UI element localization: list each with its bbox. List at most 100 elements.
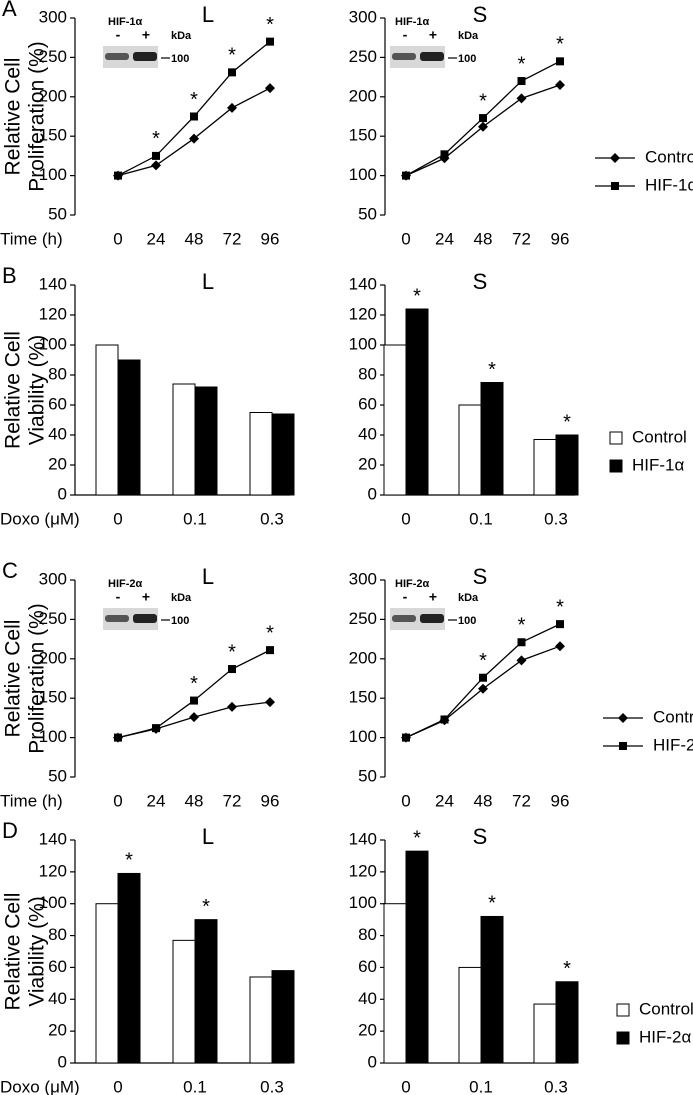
significance-label: * <box>563 958 571 980</box>
blot-marker: 100 <box>458 53 476 65</box>
significance-label: * <box>563 411 571 433</box>
point-marker <box>478 683 488 694</box>
point-marker <box>479 114 487 123</box>
significance-label: * <box>556 34 564 56</box>
point-marker <box>516 655 527 666</box>
y-axis-label: Proliferation (%) <box>26 41 49 192</box>
y-tick-label: 200 <box>349 86 377 105</box>
y-tick-label: 80 <box>358 364 377 383</box>
significance-label: * <box>488 893 496 915</box>
x-tick-label: 0 <box>401 229 410 248</box>
point-marker <box>478 121 488 132</box>
blot-band <box>392 615 416 622</box>
y-tick-label: 140 <box>39 829 67 848</box>
x-tick-label: 0.1 <box>469 1077 493 1095</box>
blot-label: HIF-2α <box>395 578 430 590</box>
point-marker <box>227 102 237 113</box>
point-marker <box>402 171 410 180</box>
y-tick-label: 100 <box>349 165 377 184</box>
significance-label: * <box>125 850 133 872</box>
y-tick-label: 0 <box>58 484 67 503</box>
point-marker <box>479 673 487 682</box>
y-axis-label: Proliferation (%) <box>26 603 49 754</box>
x-tick-label: 0 <box>401 791 410 810</box>
legend-swatch <box>616 1003 630 1017</box>
y-tick-label: 20 <box>48 454 67 473</box>
significance-label: * <box>556 596 564 618</box>
point-marker <box>555 641 565 652</box>
point-marker <box>265 697 275 708</box>
bar <box>117 872 141 1064</box>
x-axis-label: Doxo (μM) <box>0 1077 80 1095</box>
chart-title: L <box>202 269 214 294</box>
blot-band <box>105 615 129 622</box>
y-axis-label: Relative Cell <box>2 58 25 176</box>
point-marker <box>190 696 198 705</box>
x-tick-label: 48 <box>474 229 493 248</box>
legend-label: Control <box>639 999 693 1018</box>
legend-label: HIF-2α <box>653 735 693 754</box>
blot-marker: 100 <box>171 53 189 65</box>
y-tick-label: 100 <box>349 893 377 912</box>
y-axis-label: Relative Cell <box>2 893 25 1011</box>
y-tick-label: 50 <box>48 204 67 223</box>
y-tick-label: 300 <box>349 7 377 26</box>
bar <box>249 976 273 1064</box>
legend-label: Control <box>645 147 693 166</box>
x-axis-label: Doxo (μM) <box>0 509 80 528</box>
point-marker <box>611 182 619 190</box>
legend-label: Control <box>653 707 693 726</box>
significance-label: * <box>202 896 210 918</box>
y-tick-label: 20 <box>358 454 377 473</box>
blot-image <box>103 46 158 68</box>
legend-swatch <box>609 431 623 445</box>
blot-image <box>390 608 445 630</box>
y-tick-label: 60 <box>358 957 377 976</box>
point-marker <box>114 171 122 180</box>
blot-band <box>133 52 157 61</box>
blot-label: HIF-2α <box>108 578 143 590</box>
point-marker <box>151 160 161 171</box>
bar <box>405 850 429 1064</box>
blot-band <box>105 53 129 60</box>
blot-lane: - <box>116 589 121 605</box>
blot-lane: + <box>142 589 150 605</box>
x-tick-label: 0.3 <box>544 1077 568 1095</box>
x-tick-label: 72 <box>223 791 242 810</box>
x-tick-label: 0.1 <box>183 1077 207 1095</box>
legend-label: Control <box>632 427 687 446</box>
significance-label: * <box>266 14 274 36</box>
y-tick-label: 50 <box>358 766 377 785</box>
point-marker <box>517 638 526 647</box>
x-tick-label: 0.3 <box>544 509 568 528</box>
legend-label: HIF-1α <box>632 455 685 474</box>
point-marker <box>618 713 628 723</box>
y-tick-label: 100 <box>39 165 67 184</box>
point-marker <box>610 153 620 163</box>
panel-label: C <box>2 558 18 583</box>
point-marker <box>228 68 236 77</box>
blot-lane: - <box>116 27 121 43</box>
significance-label: * <box>152 128 160 150</box>
bar <box>194 919 218 1064</box>
y-tick-label: 50 <box>48 766 67 785</box>
blot-marker: 100 <box>171 615 189 627</box>
x-tick-label: 72 <box>512 791 531 810</box>
significance-label: * <box>266 622 274 644</box>
point-marker <box>517 77 526 86</box>
x-tick-label: 24 <box>435 229 454 248</box>
x-tick-label: 96 <box>261 229 280 248</box>
point-marker <box>266 37 274 46</box>
bar <box>95 344 119 496</box>
y-tick-label: 20 <box>358 1021 377 1040</box>
chart-title: S <box>473 269 488 294</box>
bar <box>533 439 557 496</box>
panel-label: A <box>2 0 17 21</box>
point-marker <box>152 151 160 160</box>
y-tick-label: 140 <box>349 829 377 848</box>
legend-swatch <box>609 459 623 473</box>
x-tick-label: 48 <box>474 791 493 810</box>
point-marker <box>402 733 410 742</box>
chart-title: L <box>202 564 214 589</box>
significance-label: * <box>228 641 236 663</box>
